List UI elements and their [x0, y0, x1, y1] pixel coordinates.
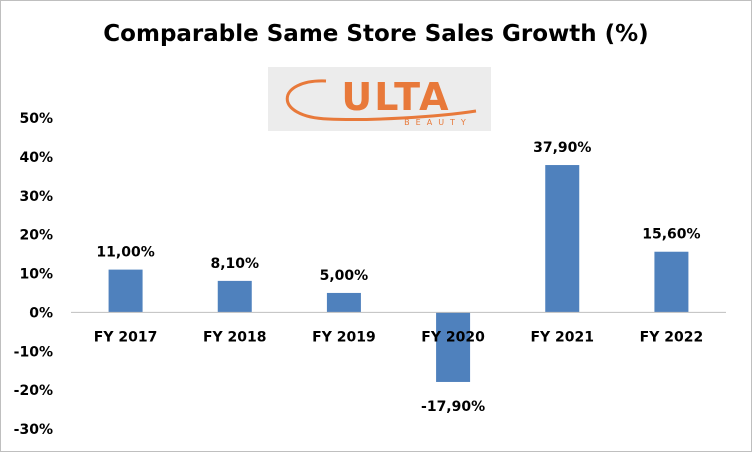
bar [654, 251, 689, 313]
x-tick-label: FY 2022 [640, 329, 704, 345]
x-tick-label: FY 2020 [421, 329, 485, 345]
x-tick-label: FY 2019 [312, 329, 376, 345]
y-tick-label: -20% [14, 383, 53, 399]
data-label: 11,00% [96, 245, 154, 261]
x-tick-label: FY 2018 [203, 329, 267, 345]
data-label: -17,90% [421, 399, 485, 415]
y-tick-label: 40% [19, 150, 53, 166]
data-label: 8,10% [210, 256, 259, 272]
data-label: 37,90% [533, 140, 591, 156]
logo-swoosh-shape [285, 79, 477, 122]
bar [436, 312, 471, 382]
data-label: 15,60% [642, 227, 700, 243]
y-tick-label: 10% [19, 267, 53, 283]
x-tick-label: FY 2017 [94, 329, 158, 345]
bar [545, 165, 580, 313]
chart-title: Comparable Same Store Sales Growth (%) [103, 21, 649, 47]
data-label: 5,00% [320, 268, 369, 284]
x-tick-label: FY 2021 [530, 329, 594, 345]
bar [326, 292, 361, 313]
ulta-logo-graphic: ULTA BEAUTY [285, 75, 477, 127]
y-tick-label: 30% [19, 189, 53, 205]
y-tick-label: 50% [19, 111, 53, 127]
logo-wordmark: ULTA [341, 75, 450, 119]
bar [217, 280, 252, 313]
y-tick-label: -30% [14, 422, 53, 438]
y-tick-label: 20% [19, 228, 53, 244]
y-tick-label: 0% [29, 305, 53, 321]
ulta-beauty-logo: ULTA BEAUTY [268, 67, 491, 131]
logo-subtext: BEAUTY [404, 118, 472, 127]
bar [108, 269, 143, 313]
y-tick-label: -10% [14, 344, 53, 360]
